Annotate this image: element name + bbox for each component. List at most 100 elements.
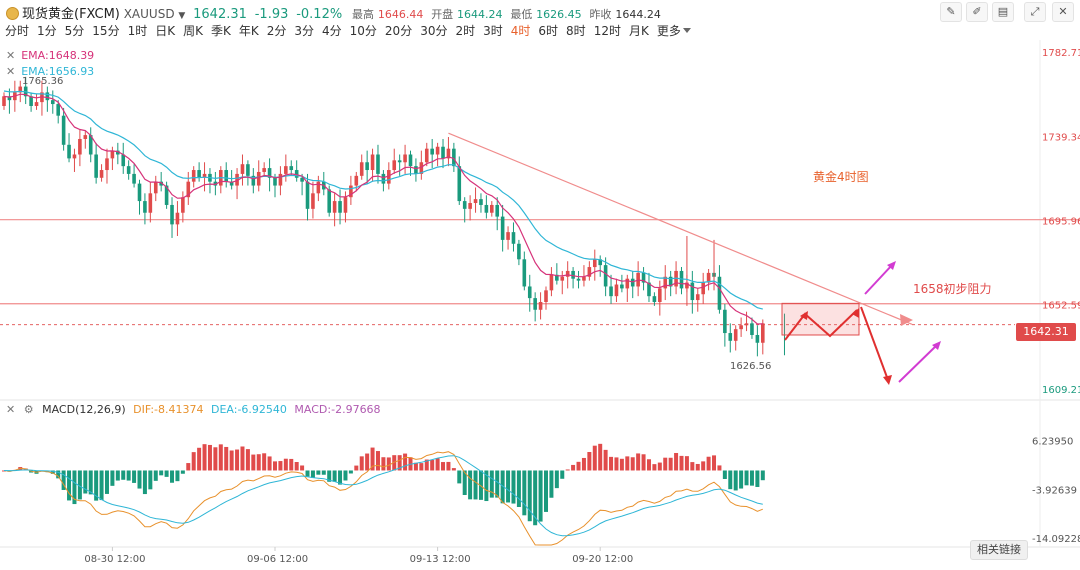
candle-body: [381, 173, 386, 184]
macd-bar: [256, 454, 261, 471]
macd-bar: [278, 461, 283, 471]
candle-body: [94, 154, 98, 178]
header-bar: 现货黄金(FXCM) XAUUSD ▼ 1642.31 -1.93 -0.12%…: [0, 0, 1080, 22]
candle-body: [473, 199, 478, 204]
close-icon[interactable]: ✕: [6, 403, 16, 416]
interval-22[interactable]: 更多: [657, 24, 691, 38]
price-tick-label: 1782.71: [1042, 48, 1080, 59]
interval-4[interactable]: 1时: [127, 24, 148, 38]
candle: [61, 107, 66, 151]
candle-body: [61, 115, 66, 145]
macd-bar: [386, 457, 391, 471]
last-price: 1642.31: [193, 7, 247, 22]
candle-body: [587, 267, 592, 277]
candle-body: [435, 146, 440, 155]
interval-20[interactable]: 12时: [593, 24, 621, 38]
interval-7[interactable]: 季K: [210, 24, 231, 38]
candle-body: [565, 270, 570, 277]
macd-bar: [267, 456, 272, 471]
resistance-note: 1658初步阻力: [913, 282, 992, 296]
macd-bar: [327, 470, 332, 482]
candle-body: [414, 166, 418, 174]
close-icon[interactable]: ✕: [6, 49, 16, 62]
macd-bar: [153, 470, 158, 481]
interval-8[interactable]: 年K: [238, 24, 259, 38]
interval-14[interactable]: 30分: [420, 24, 448, 38]
macd-bar: [61, 470, 66, 490]
gear-icon[interactable]: ⚙: [23, 403, 34, 416]
candle-body: [462, 201, 467, 209]
macd-bar: [690, 462, 695, 471]
interval-2[interactable]: 5分: [64, 24, 85, 38]
candle-body: [452, 148, 456, 167]
related-links-button[interactable]: 相关链接: [970, 540, 1028, 560]
interval-13[interactable]: 20分: [384, 24, 413, 38]
interval-17[interactable]: 4时: [510, 24, 531, 38]
candle-body: [78, 138, 82, 155]
candle-body: [246, 164, 250, 176]
close-icon[interactable]: ✕: [1052, 2, 1074, 22]
candle: [598, 255, 602, 277]
macd-value: MACD:-2.97668: [294, 403, 381, 416]
macd-bar: [121, 470, 126, 480]
interval-3[interactable]: 15分: [92, 24, 120, 38]
instrument-title[interactable]: 现货黄金(FXCM): [22, 7, 120, 22]
interval-21[interactable]: 月K: [628, 24, 649, 38]
candle-body: [403, 154, 407, 163]
close-icon[interactable]: ✕: [6, 65, 16, 78]
candle: [148, 181, 153, 223]
interval-9[interactable]: 2分: [266, 24, 287, 38]
candle: [262, 162, 266, 176]
trendline-arrowhead: [900, 314, 913, 326]
candle-body: [468, 203, 472, 209]
interval-1[interactable]: 1分: [37, 24, 57, 38]
macd-bar: [354, 465, 359, 471]
symbol-dropdown-icon[interactable]: ▼: [178, 11, 186, 21]
macd-bar: [533, 470, 538, 526]
macd-tick-label: -3.92639: [1032, 485, 1077, 496]
candle-body: [110, 150, 115, 159]
interval-11[interactable]: 4分: [322, 24, 342, 38]
macd-bar: [262, 453, 267, 471]
interval-10[interactable]: 3分: [294, 24, 314, 38]
candle: [29, 92, 33, 112]
interval-15[interactable]: 2时: [455, 24, 476, 38]
symbol-code: XAUUSD: [123, 7, 175, 21]
candle: [517, 239, 521, 266]
interval-18[interactable]: 6时: [538, 24, 559, 38]
macd-bar: [424, 459, 429, 471]
candle: [620, 274, 624, 293]
interval-16[interactable]: 3时: [483, 24, 503, 38]
candle: [695, 288, 700, 312]
interval-19[interactable]: 8时: [566, 24, 586, 38]
brush-icon[interactable]: ✐: [966, 2, 988, 22]
macd-bar: [310, 470, 315, 478]
annotations: [448, 132, 941, 385]
macd-bar: [457, 470, 462, 484]
macd-bar: [722, 470, 727, 479]
candle: [560, 270, 565, 295]
macd-bar: [202, 444, 207, 471]
draw-line-icon[interactable]: ✎: [940, 2, 962, 22]
interval-5[interactable]: 日K: [155, 24, 176, 38]
open-value: 1644.24: [457, 8, 503, 21]
candle: [34, 94, 39, 110]
candle-body: [614, 284, 619, 297]
candle-body: [300, 177, 304, 182]
interval-6[interactable]: 周K: [183, 24, 203, 38]
candle-body: [479, 199, 483, 205]
candle: [300, 173, 304, 196]
candle-body: [592, 259, 597, 268]
macd-bar: [175, 470, 180, 482]
candle-body: [506, 232, 510, 240]
symbol-info: 现货黄金(FXCM) XAUUSD ▼ 1642.31 -1.93 -0.12%…: [6, 3, 661, 22]
macd-dea: DEA:-6.92540: [211, 403, 287, 416]
macd-bar: [300, 465, 305, 471]
time-tick-label: 09-20 12:00: [572, 554, 633, 565]
candle: [175, 201, 180, 237]
interval-12[interactable]: 10分: [349, 24, 377, 38]
interval-0[interactable]: 分时: [5, 24, 30, 38]
fullscreen-icon[interactable]: ⤢: [1024, 2, 1046, 22]
indicator-icon[interactable]: ▤: [992, 2, 1014, 22]
